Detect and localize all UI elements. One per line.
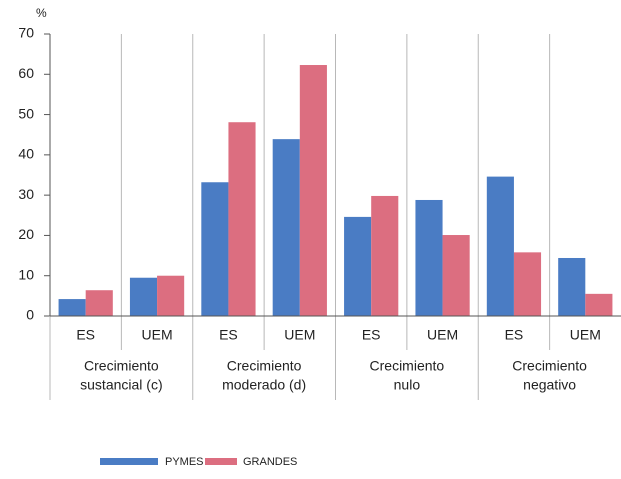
legend-swatch bbox=[100, 458, 158, 465]
bar bbox=[228, 122, 256, 317]
y-tick-label: 20 bbox=[18, 226, 34, 242]
y-tick-label: 0 bbox=[26, 307, 34, 323]
bar bbox=[129, 277, 158, 316]
bar bbox=[558, 257, 586, 316]
x-tick-label: UEM bbox=[142, 327, 173, 343]
y-tick-label: 70 bbox=[18, 25, 34, 41]
bar bbox=[201, 182, 229, 316]
group-label: moderado (d) bbox=[222, 377, 306, 393]
bar bbox=[371, 195, 399, 316]
bar bbox=[157, 275, 185, 316]
group-label: nulo bbox=[394, 377, 421, 393]
bar bbox=[486, 176, 514, 316]
bar bbox=[442, 235, 470, 316]
x-tick-label: ES bbox=[219, 327, 238, 343]
group-label: Crecimiento bbox=[370, 358, 445, 374]
bar bbox=[272, 139, 300, 316]
legend-label: PYMES bbox=[165, 456, 204, 468]
bar bbox=[85, 290, 113, 316]
legend-swatch bbox=[205, 458, 237, 465]
y-tick-label: 30 bbox=[18, 186, 34, 202]
group-label: Crecimiento bbox=[512, 358, 587, 374]
y-tick-label: 10 bbox=[18, 266, 34, 282]
group-label: Crecimiento bbox=[84, 358, 159, 374]
x-tick-label: UEM bbox=[427, 327, 458, 343]
bar bbox=[299, 65, 327, 317]
group-label: Crecimiento bbox=[227, 358, 302, 374]
bar bbox=[513, 252, 542, 316]
y-tick-label: 60 bbox=[18, 65, 34, 81]
group-label: negativo bbox=[523, 377, 576, 393]
x-tick-label: ES bbox=[76, 327, 95, 343]
x-tick-label: UEM bbox=[570, 327, 601, 343]
group-label: sustancial (c) bbox=[80, 377, 162, 393]
y-tick-label: 50 bbox=[18, 105, 34, 121]
bar bbox=[415, 199, 443, 316]
bar bbox=[58, 299, 86, 316]
y-tick-label: 40 bbox=[18, 146, 34, 162]
bar bbox=[585, 293, 613, 316]
y-axis-unit: % bbox=[36, 6, 47, 20]
x-tick-label: ES bbox=[362, 327, 381, 343]
x-tick-label: ES bbox=[505, 327, 524, 343]
x-tick-label: UEM bbox=[284, 327, 315, 343]
legend-label: GRANDES bbox=[243, 456, 297, 468]
bar bbox=[344, 216, 372, 316]
